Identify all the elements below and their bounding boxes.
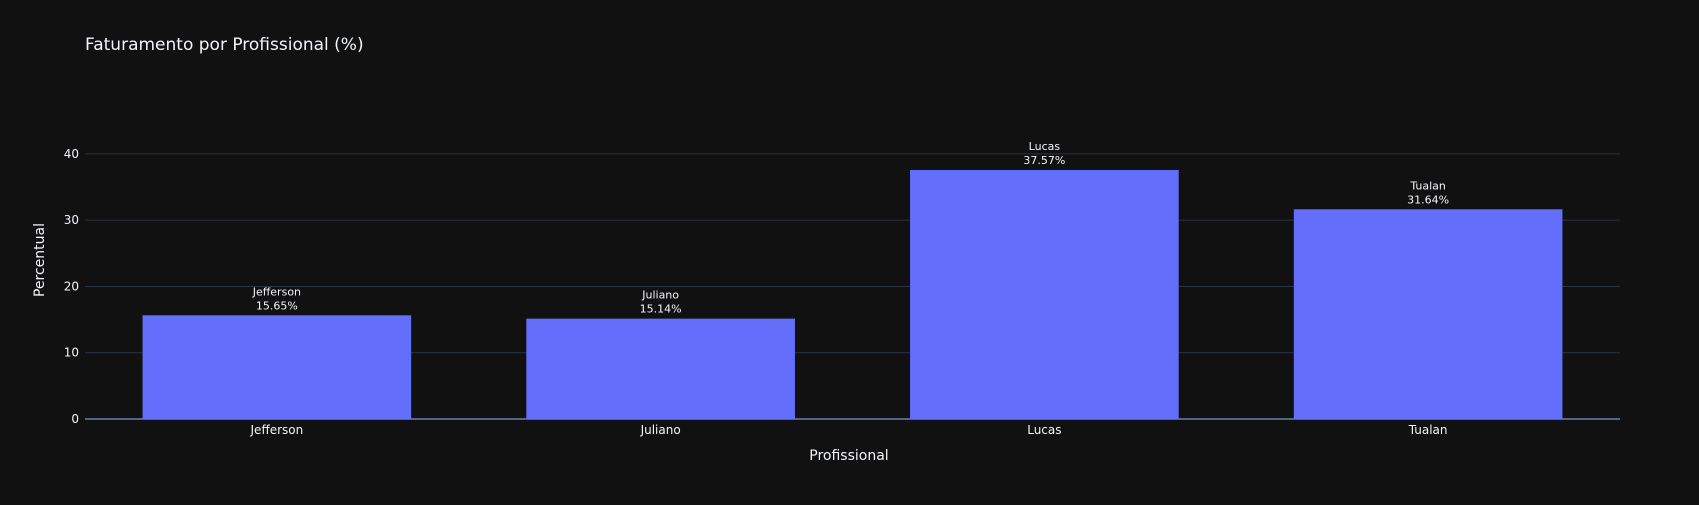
- x-tick-label: Lucas: [1027, 423, 1061, 437]
- y-tick-label: 30: [64, 213, 79, 227]
- bar-label-name: Jefferson: [252, 285, 301, 298]
- bar-label-value: 37.57%: [1023, 154, 1065, 167]
- bar-lucas: [910, 169, 1179, 419]
- y-tick-label: 0: [71, 412, 79, 426]
- bar-jefferson: [142, 315, 412, 419]
- bar-tualan: [1293, 209, 1563, 419]
- x-axis-title: Profissional: [809, 448, 888, 464]
- chart-title: Faturamento por Profissional (%): [85, 35, 364, 55]
- x-tick-label: Tualan: [1408, 423, 1448, 437]
- bar-layer: [142, 169, 1563, 419]
- bar-juliano: [526, 318, 795, 419]
- bar-label-value: 15.65%: [256, 299, 298, 312]
- bar-label-name: Lucas: [1029, 140, 1061, 153]
- bar-label-name: Juliano: [641, 289, 679, 302]
- bar-label-value: 15.14%: [640, 303, 682, 316]
- x-tick-label: Juliano: [640, 423, 681, 437]
- bar-label-value: 31.64%: [1407, 193, 1449, 206]
- y-tick-label: 20: [64, 279, 79, 293]
- x-tick-label: Jefferson: [250, 423, 304, 437]
- bar-label-name: Tualan: [1409, 179, 1446, 192]
- y-axis-title: Percentual: [32, 223, 48, 297]
- x-tick-layer: Jefferson Juliano Lucas Tualan: [250, 423, 1448, 437]
- y-tick-label: 40: [64, 147, 79, 161]
- y-tick-label: 10: [64, 346, 79, 360]
- y-tick-layer: 0 10 20 30 40: [64, 147, 79, 426]
